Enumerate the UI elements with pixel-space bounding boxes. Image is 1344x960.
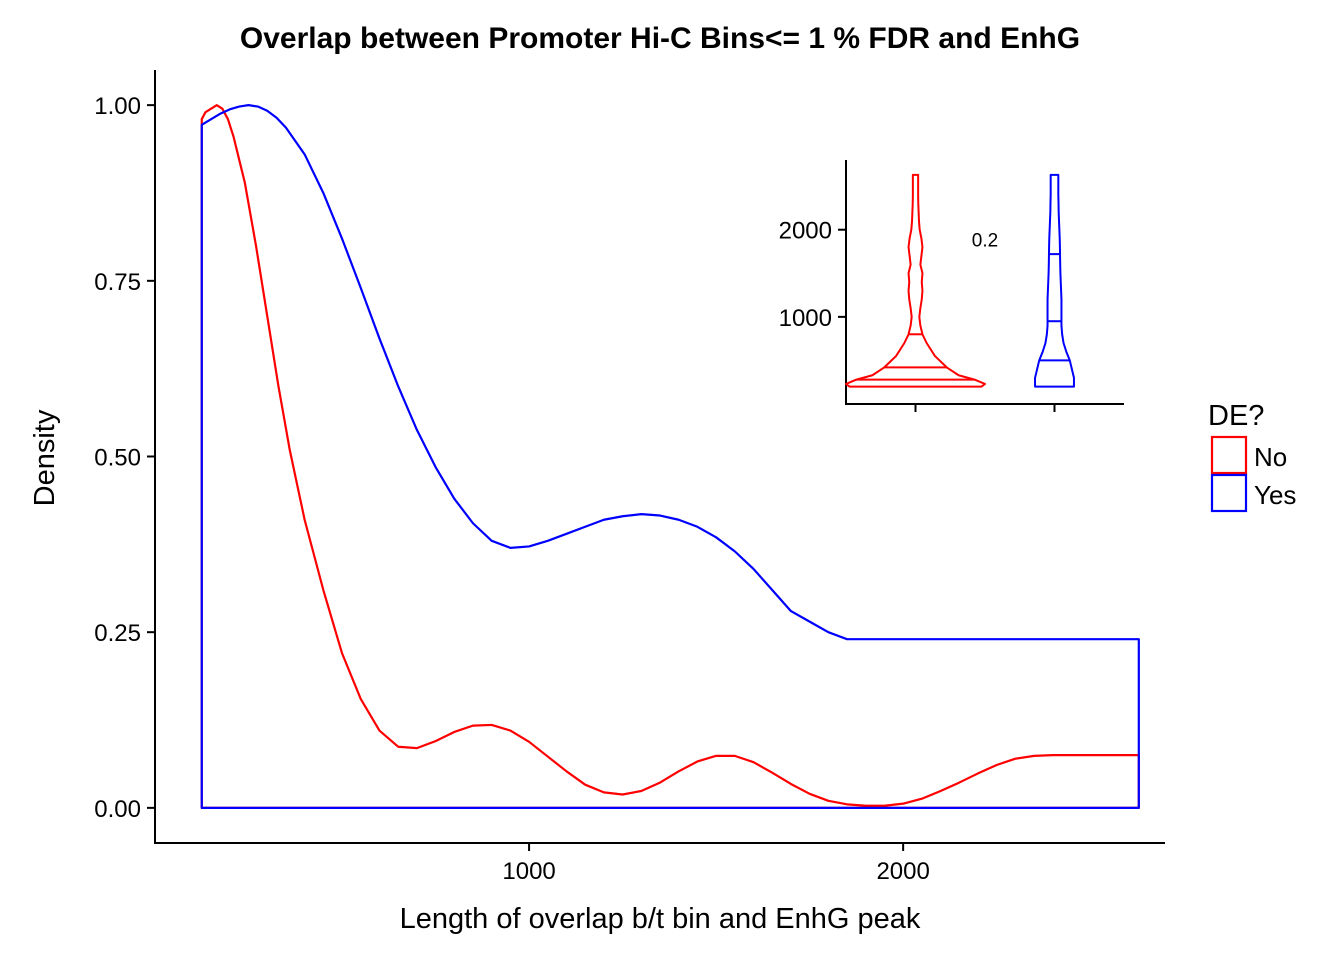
legend-label-no: No [1254, 442, 1287, 472]
inset-axis-lines [845, 160, 1124, 405]
y-tick-label: 0.00 [94, 796, 141, 823]
x-tick-label: 2000 [876, 858, 929, 885]
y-axis-title: Density [29, 409, 61, 506]
x-tick-label: 1000 [502, 858, 555, 885]
violin-yes [1034, 173, 1075, 388]
density-curve-yes [200, 104, 1140, 809]
inset-y-tick-label: 2000 [779, 218, 832, 245]
legend-label-yes: Yes [1254, 480, 1296, 510]
main-axis-lines [154, 70, 1165, 844]
y-tick-label: 0.25 [94, 620, 141, 647]
y-tick-label: 0.75 [94, 269, 141, 296]
density-curve-no [200, 104, 1140, 809]
legend-key-no [1210, 435, 1248, 475]
main-series [200, 104, 1140, 809]
y-tick-label: 1.00 [94, 93, 141, 120]
legend-title: DE? [1208, 400, 1264, 432]
y-tick-label: 0.50 [94, 445, 141, 472]
inset-violin-plot: 1000 2000 0.2 [779, 160, 1124, 412]
legend-key-yes [1210, 473, 1248, 513]
x-axis-title: Length of overlap b/t bin and EnhG peak [400, 903, 921, 935]
legend: DE? No Yes [1208, 400, 1296, 513]
chart-title: Overlap between Promoter Hi-C Bins<= 1 %… [240, 22, 1080, 55]
inset-y-tick-label: 1000 [779, 305, 832, 332]
main-axes: 0.00 0.25 0.50 0.75 1.00 1000 2000 [94, 70, 1165, 885]
p-value-annotation: 0.2 [972, 230, 998, 251]
violin-no [845, 173, 986, 388]
